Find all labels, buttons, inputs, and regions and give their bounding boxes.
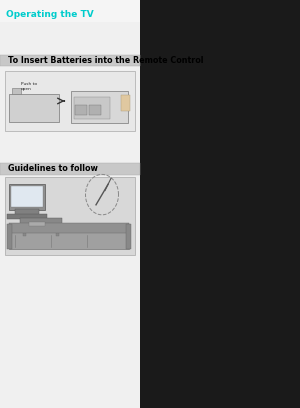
Bar — [7, 224, 12, 249]
Bar — [22, 228, 26, 236]
Bar — [12, 88, 21, 94]
Text: Push to: Push to — [21, 82, 37, 86]
Bar — [20, 218, 61, 228]
Text: Operating the TV: Operating the TV — [6, 10, 94, 19]
Text: To Insert Batteries into the Remote Control: To Insert Batteries into the Remote Cont… — [8, 56, 203, 65]
Bar — [88, 105, 101, 115]
Bar — [15, 209, 39, 215]
Bar — [56, 228, 59, 236]
Bar — [9, 229, 129, 249]
Bar — [75, 105, 87, 115]
Bar — [11, 186, 43, 207]
Bar — [9, 94, 58, 122]
Bar — [8, 214, 46, 219]
Bar — [4, 177, 135, 255]
Bar — [0, 163, 140, 175]
Bar — [70, 91, 128, 123]
Bar — [9, 223, 129, 233]
Bar — [0, 0, 140, 22]
Bar — [74, 97, 110, 119]
Bar — [122, 95, 130, 111]
Bar — [0, 0, 140, 408]
Bar — [126, 224, 131, 249]
Bar — [9, 184, 45, 210]
Bar — [0, 55, 140, 66]
Text: open: open — [21, 87, 32, 91]
Bar — [4, 71, 135, 131]
Bar — [28, 222, 45, 226]
Text: Guidelines to follow: Guidelines to follow — [8, 164, 98, 173]
